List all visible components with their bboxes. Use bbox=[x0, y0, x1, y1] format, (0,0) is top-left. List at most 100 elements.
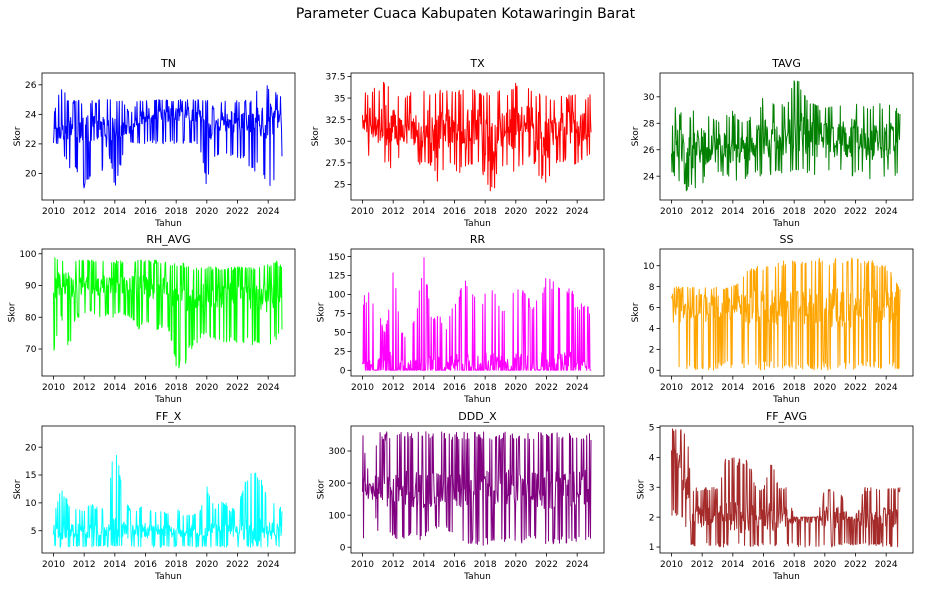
subplot-ddd-x: 2010 2012 2014 2016 2018 2020 2022 2024 0 100 200 3… bbox=[317, 410, 605, 582]
x-tick-label: 2018 bbox=[783, 383, 806, 393]
x-tick-label: 2024 bbox=[566, 560, 589, 570]
y-tick-label: 24 bbox=[643, 172, 655, 182]
y-tick-label: 4 bbox=[649, 454, 655, 464]
x-tick-label: 2022 bbox=[226, 560, 249, 570]
series-line-tn bbox=[53, 85, 283, 189]
subplot-title: TAVG bbox=[771, 57, 801, 70]
x-tick-label: 2012 bbox=[73, 383, 96, 393]
y-tick-label: 1 bbox=[649, 543, 655, 553]
axes-frame bbox=[350, 248, 605, 377]
y-axis-label: Skor bbox=[311, 126, 321, 146]
x-tick-label: 2022 bbox=[226, 383, 249, 393]
x-axis-label: Tahun bbox=[154, 219, 182, 229]
x-tick-label: 2018 bbox=[165, 383, 188, 393]
y-axis-label: Skor bbox=[631, 302, 641, 322]
axes-frame bbox=[659, 425, 914, 554]
x-tick-label: 2014 bbox=[412, 207, 435, 217]
subplot-tavg: 2010 2012 2014 2016 2018 2020 2022 2024 24 26 28 30… bbox=[631, 57, 914, 229]
x-tick-label: 2018 bbox=[474, 383, 497, 393]
y-tick-label: 0 bbox=[649, 366, 655, 376]
series-line-ff-avg bbox=[671, 428, 901, 548]
y-tick-label: 300 bbox=[328, 447, 345, 457]
y-tick-label: 25 bbox=[334, 348, 345, 358]
y-tick-label: 0 bbox=[340, 367, 346, 377]
x-tick-label: 2024 bbox=[566, 207, 589, 217]
series-line-tx bbox=[362, 81, 592, 192]
subplot-title: RR bbox=[470, 233, 486, 246]
x-tick-label: 2022 bbox=[226, 207, 249, 217]
subplot-rr: 2010 2012 2014 2016 2018 2020 2022 2024 0 25 50 75 1… bbox=[317, 233, 605, 405]
x-tick-label: 2016 bbox=[134, 383, 157, 393]
y-tick-label: 5 bbox=[649, 424, 655, 434]
y-tick-label: 70 bbox=[25, 345, 37, 355]
y-tick-label: 200 bbox=[328, 479, 345, 489]
series-line-rr bbox=[362, 257, 592, 371]
y-axis-label: Skor bbox=[13, 126, 23, 146]
x-tick-label: 2020 bbox=[195, 207, 218, 217]
x-tick-label: 2012 bbox=[73, 560, 96, 570]
x-tick-label: 2012 bbox=[691, 207, 714, 217]
x-tick-label: 2020 bbox=[504, 207, 527, 217]
x-tick-label: 2016 bbox=[134, 207, 157, 217]
x-tick-label: 2022 bbox=[535, 560, 558, 570]
subplot-ff-avg: 2010 2012 2014 2016 2018 2020 2022 2024 1 2 3 4 5 FF_… bbox=[637, 410, 914, 582]
y-tick-label: 90 bbox=[25, 282, 37, 292]
y-tick-label: 37.5 bbox=[325, 73, 345, 83]
y-tick-label: 20 bbox=[25, 170, 37, 180]
axes-frame bbox=[41, 72, 296, 201]
y-tick-label: 100 bbox=[328, 511, 345, 521]
y-axis-label: Skor bbox=[8, 302, 18, 322]
x-tick-label: 2020 bbox=[195, 383, 218, 393]
x-tick-label: 2014 bbox=[721, 560, 744, 570]
x-tick-label: 2012 bbox=[382, 207, 405, 217]
x-tick-label: 2018 bbox=[783, 560, 806, 570]
y-tick-label: 10 bbox=[643, 262, 655, 272]
y-tick-label: 5 bbox=[31, 527, 37, 537]
x-tick-label: 2014 bbox=[412, 560, 435, 570]
axes-frame bbox=[41, 248, 296, 377]
x-tick-label: 2022 bbox=[535, 383, 558, 393]
x-tick-label: 2012 bbox=[73, 207, 96, 217]
subplot-rh-avg: 2010 2012 2014 2016 2018 2020 2022 2024 70 80 90 10… bbox=[8, 233, 296, 405]
x-tick-label: 2014 bbox=[103, 383, 126, 393]
y-tick-label: 26 bbox=[25, 81, 37, 91]
x-tick-label: 2010 bbox=[42, 207, 65, 217]
y-tick-label: 4 bbox=[649, 325, 655, 335]
x-axis-label: Tahun bbox=[772, 572, 800, 582]
subplot-tn: 2010 2012 2014 2016 2018 2020 2022 202420222426… bbox=[13, 57, 296, 229]
x-tick-label: 2016 bbox=[752, 383, 775, 393]
x-tick-label: 2018 bbox=[165, 560, 188, 570]
x-tick-label: 2024 bbox=[257, 560, 280, 570]
y-axis-label: Skor bbox=[637, 479, 647, 499]
subplot-title: RH_AVG bbox=[146, 233, 190, 246]
x-tick-label: 2020 bbox=[813, 383, 836, 393]
x-tick-label: 2024 bbox=[875, 560, 898, 570]
axes-frame bbox=[350, 425, 605, 554]
x-tick-label: 2010 bbox=[42, 560, 65, 570]
x-tick-label: 2022 bbox=[844, 560, 867, 570]
x-tick-label: 2012 bbox=[691, 383, 714, 393]
y-tick-label: 3 bbox=[649, 483, 655, 493]
x-tick-label: 2016 bbox=[752, 207, 775, 217]
series-line-ddd-x bbox=[362, 431, 592, 546]
x-tick-label: 2012 bbox=[691, 560, 714, 570]
x-tick-label: 2020 bbox=[195, 560, 218, 570]
x-tick-label: 2010 bbox=[42, 383, 65, 393]
x-tick-label: 2024 bbox=[875, 383, 898, 393]
x-tick-label: 2010 bbox=[351, 207, 374, 217]
y-axis-label: Skor bbox=[317, 302, 327, 322]
x-tick-label: 2022 bbox=[535, 207, 558, 217]
y-tick-label: 30 bbox=[334, 137, 346, 147]
subplot-title: TX bbox=[469, 57, 485, 70]
series-line-rh-avg bbox=[53, 257, 283, 369]
y-tick-label: 27.5 bbox=[325, 159, 345, 169]
series-line-ff-x bbox=[53, 455, 283, 548]
axes-frame bbox=[41, 425, 296, 554]
x-tick-label: 2024 bbox=[257, 207, 280, 217]
y-tick-label: 2 bbox=[649, 346, 655, 356]
x-tick-label: 2012 bbox=[382, 383, 405, 393]
x-tick-label: 2020 bbox=[813, 560, 836, 570]
y-tick-label: 50 bbox=[334, 329, 346, 339]
series-line-tavg bbox=[671, 80, 901, 192]
